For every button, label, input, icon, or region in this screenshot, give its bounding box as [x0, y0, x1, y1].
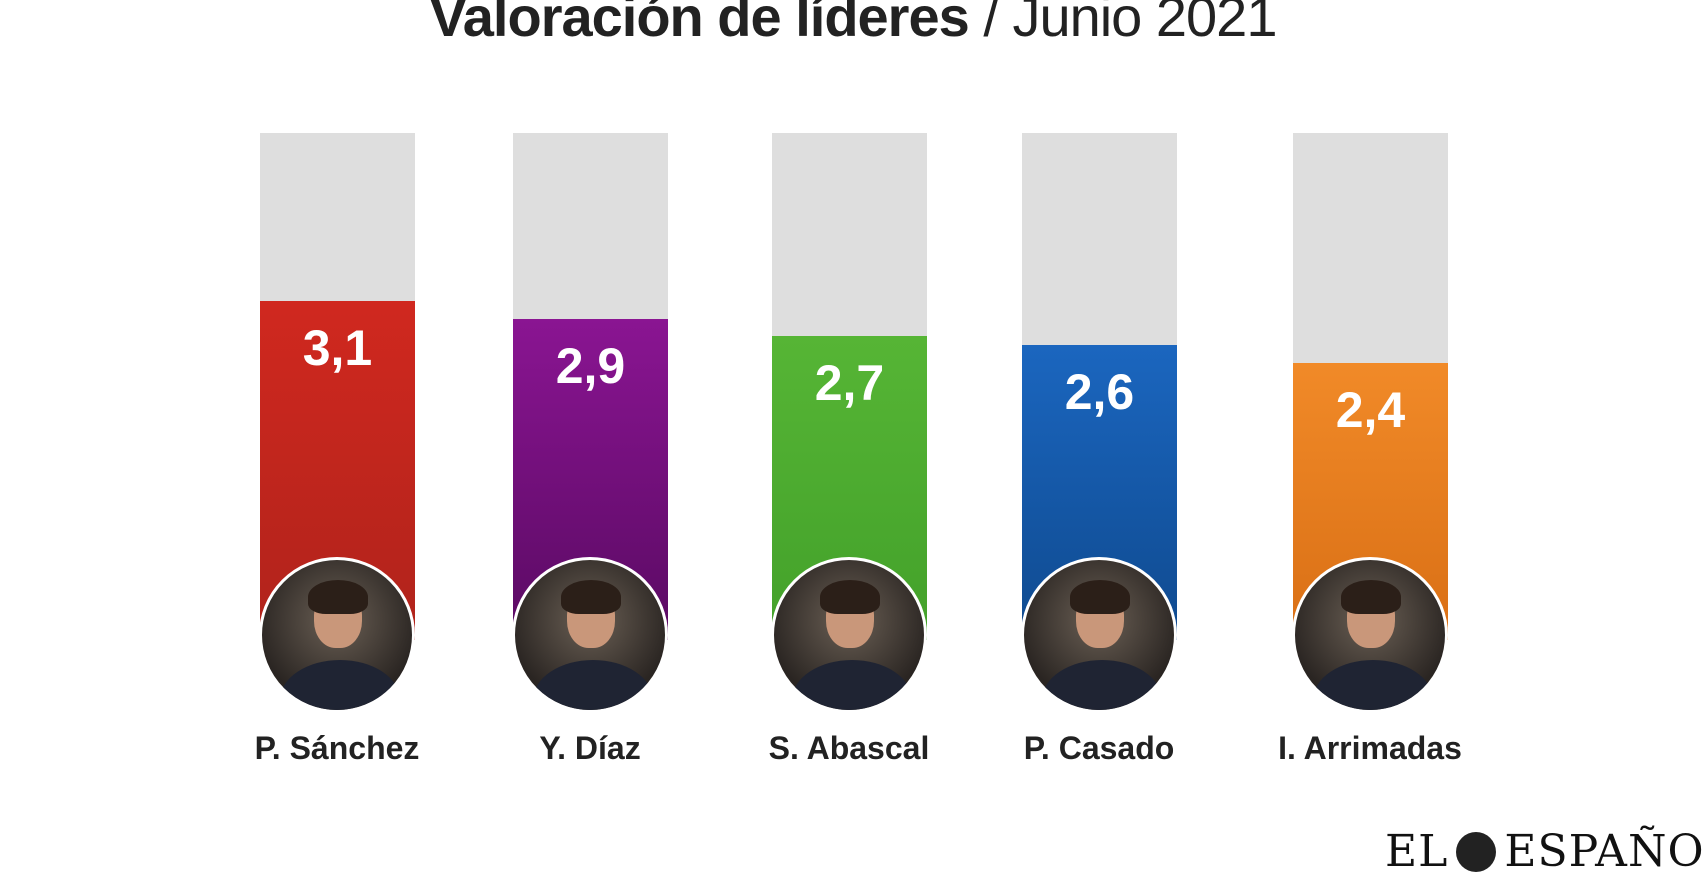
bar-track: 3,1 — [260, 133, 415, 640]
bar-value-label: 2,6 — [1064, 364, 1135, 421]
bar-value-label: 3,1 — [302, 319, 373, 376]
bar-value-label: 2,7 — [814, 355, 885, 412]
leader-photo — [771, 557, 927, 713]
lion-icon — [1456, 832, 1497, 872]
chart-title: Valoración de líderes / Junio 2021 — [0, 0, 1706, 49]
logo-text-right: ESPAÑOL — [1504, 826, 1706, 877]
bar-value-label: 2,4 — [1335, 381, 1406, 438]
logo-text-left: EL — [1385, 826, 1449, 877]
leader-photo — [259, 557, 415, 713]
leader-photo — [512, 557, 668, 713]
category-label: P. Casado — [1023, 730, 1175, 766]
category-label: S. Abascal — [768, 730, 930, 766]
leader-photo — [1021, 557, 1177, 713]
leader-photo — [1292, 557, 1448, 713]
category-label: Y. Díaz — [539, 730, 641, 766]
el-espanol-logo: EL ESPAÑOL — [1385, 826, 1706, 877]
title-bold: Valoración de líderes — [429, 0, 970, 48]
title-date: Junio 2021 — [1012, 0, 1277, 48]
title-separator: / — [968, 0, 1013, 48]
category-label: P. Sánchez — [254, 730, 420, 766]
bar-value-label: 2,9 — [555, 337, 626, 394]
category-label: I. Arrimadas — [1278, 730, 1462, 766]
